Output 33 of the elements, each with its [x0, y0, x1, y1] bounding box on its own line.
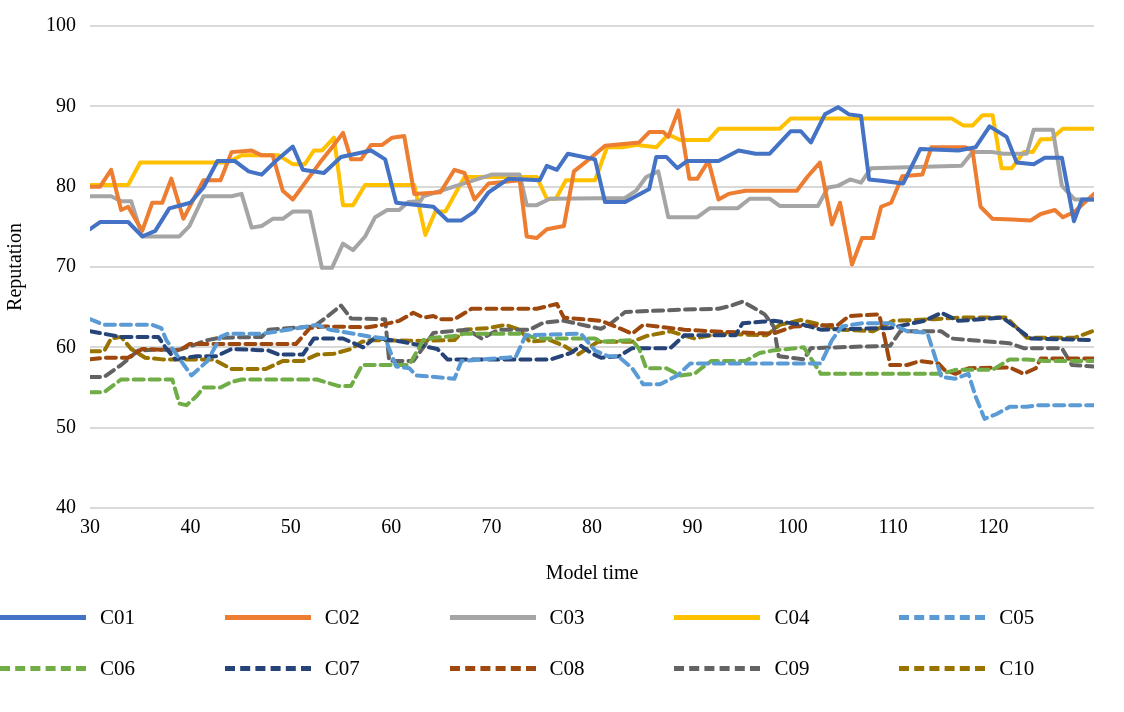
- y-tick-label: 70: [56, 254, 76, 277]
- y-tick-label: 80: [56, 173, 76, 196]
- line-series: [90, 331, 1094, 408]
- y-tick-label: 50: [56, 414, 76, 437]
- legend-label: C08: [549, 656, 585, 681]
- x-tick-label: 80: [582, 515, 602, 538]
- line-series: [90, 315, 1094, 372]
- line-series: [90, 310, 1094, 362]
- legend-label: C04: [774, 605, 810, 630]
- y-tick-label: 90: [56, 93, 76, 116]
- legend-label: C07: [324, 656, 360, 681]
- x-tick-label: 110: [878, 515, 908, 538]
- y-axis-title: Reputation: [3, 223, 27, 311]
- y-tick-label: 100: [46, 13, 76, 36]
- legend-label: C01: [100, 605, 136, 630]
- x-tick-label: 120: [978, 515, 1009, 538]
- x-tick-label: 30: [80, 515, 100, 538]
- x-tick-label: 70: [481, 515, 502, 538]
- legend-label: C02: [324, 605, 360, 630]
- legend-label: C03: [549, 605, 585, 630]
- legend-label: C09: [774, 656, 810, 681]
- y-tick-label: 60: [56, 334, 76, 357]
- line-series: [90, 317, 1094, 421]
- x-tick-label: 50: [280, 515, 301, 538]
- x-tick-label: 100: [777, 515, 808, 538]
- x-axis-title: Model time: [545, 561, 639, 584]
- legend-label: C05: [999, 605, 1035, 630]
- x-tick-label: 60: [381, 515, 402, 538]
- x-tick-label: 90: [682, 515, 703, 538]
- legend-label: C10: [999, 656, 1035, 681]
- x-tick-label: 40: [180, 515, 201, 538]
- legend-label: C06: [100, 656, 136, 681]
- y-tick-label: 40: [56, 495, 76, 518]
